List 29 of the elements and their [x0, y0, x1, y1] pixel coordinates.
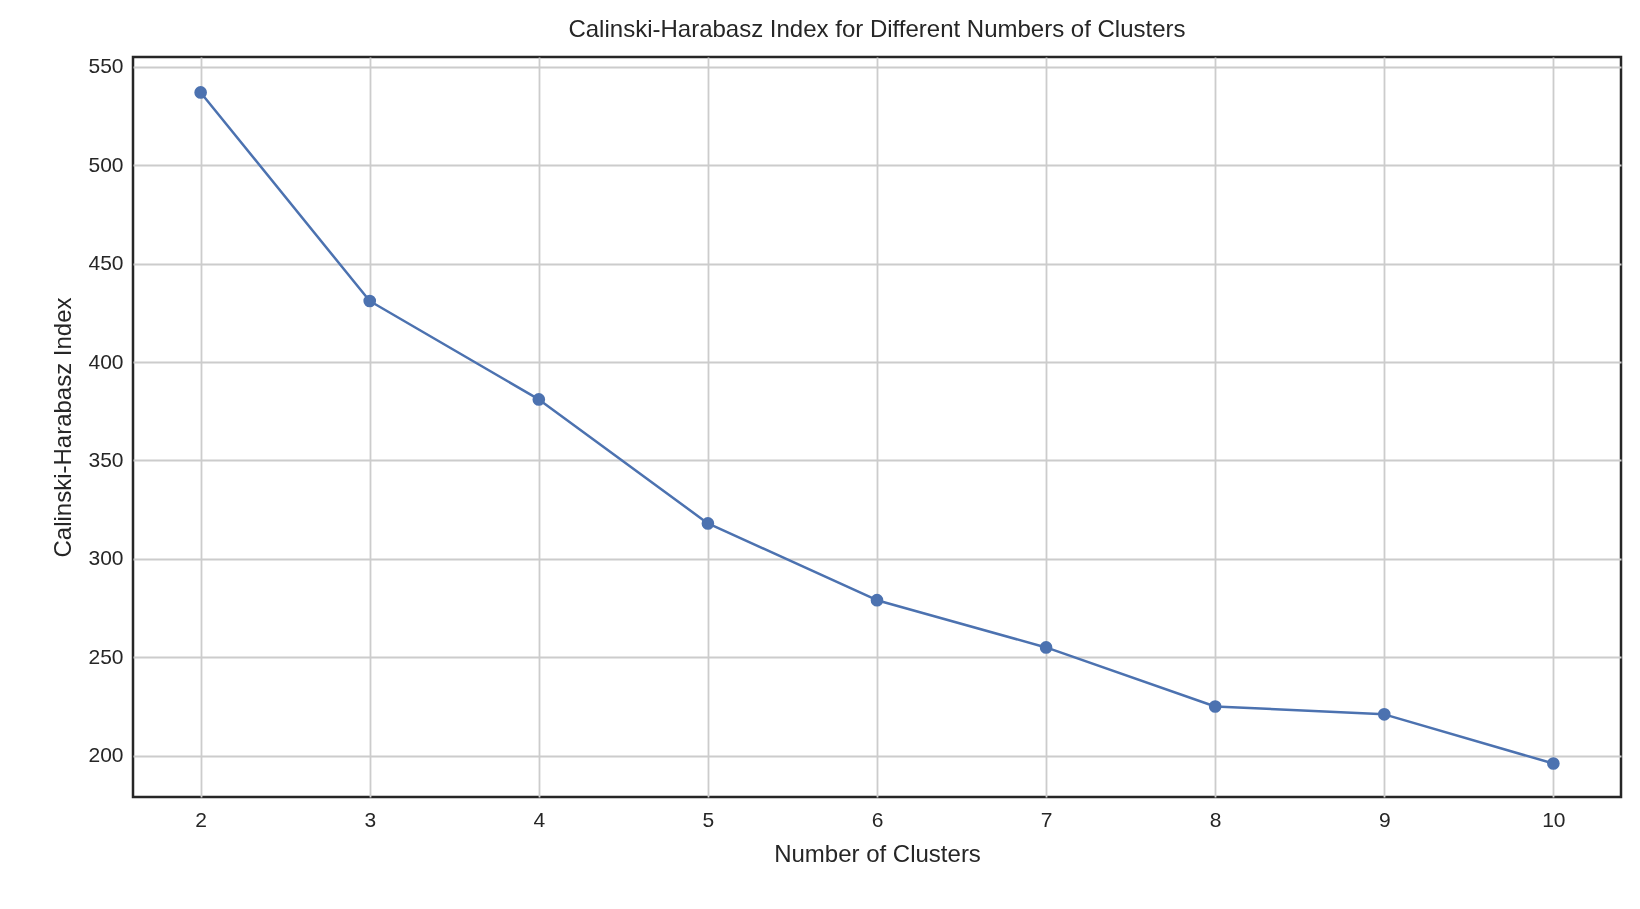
chart-title: Calinski-Harabasz Index for Different Numbers of Clusters [568, 14, 1186, 42]
point [194, 86, 207, 99]
point [1547, 757, 1560, 770]
x-tick-label: 10 [1542, 807, 1566, 831]
point [363, 294, 377, 308]
y-tick-label: 200 [88, 743, 124, 767]
point [1039, 641, 1053, 654]
y-tick-label: 400 [88, 349, 124, 373]
point [1208, 700, 1222, 713]
point [701, 517, 715, 530]
point [532, 393, 546, 406]
x-axis-title: Number of Clusters [774, 839, 981, 867]
x-tick-label: 8 [1209, 807, 1222, 831]
x-tick-label: 5 [702, 807, 715, 831]
x-tick-label: 4 [533, 807, 546, 831]
y-tick-label: 350 [88, 447, 124, 471]
x-tick-label: 2 [195, 807, 207, 831]
y-tick-label: 550 [88, 54, 124, 78]
point [870, 593, 884, 607]
y-axis-title: Calinski-Harabasz Index [49, 297, 77, 558]
point [1377, 708, 1391, 721]
x-tick-label: 6 [871, 807, 884, 831]
y-tick-label: 300 [88, 546, 124, 570]
y-tick-label: 450 [88, 251, 124, 275]
x-tick-label: 3 [364, 807, 377, 831]
y-tick-label: 500 [88, 152, 124, 176]
x-tick-label: 7 [1040, 807, 1053, 831]
y-tick-label: 250 [88, 644, 124, 668]
x-tick-label: 9 [1378, 807, 1391, 831]
